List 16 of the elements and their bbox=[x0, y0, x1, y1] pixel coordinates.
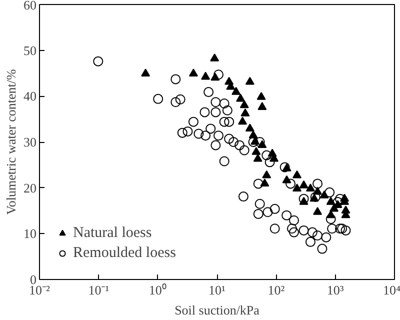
legend-label: Remoulded loess bbox=[73, 244, 176, 262]
y-tick-label: 10 bbox=[24, 226, 36, 242]
x-tick-label: 10⁴ bbox=[382, 282, 400, 298]
x-tick-label: 10² bbox=[268, 282, 285, 298]
y-tick-label: 60 bbox=[24, 0, 36, 12]
y-tick-label: 40 bbox=[24, 88, 36, 104]
x-axis-title: Soil suction/kPa bbox=[174, 302, 260, 318]
y-tick-label: 20 bbox=[24, 180, 36, 196]
x-tick-label: 10¹ bbox=[208, 282, 226, 298]
x-tick-label: 10⁰ bbox=[148, 282, 167, 298]
y-axis-title: Volumetric water content/% bbox=[4, 69, 18, 215]
x-tick-label: 10⁻¹ bbox=[88, 282, 110, 298]
y-tick-label: 30 bbox=[24, 134, 36, 150]
legend-label: Natural loess bbox=[73, 224, 152, 242]
y-tick-label: 50 bbox=[24, 42, 36, 58]
x-tick-label: 10³ bbox=[326, 282, 344, 298]
